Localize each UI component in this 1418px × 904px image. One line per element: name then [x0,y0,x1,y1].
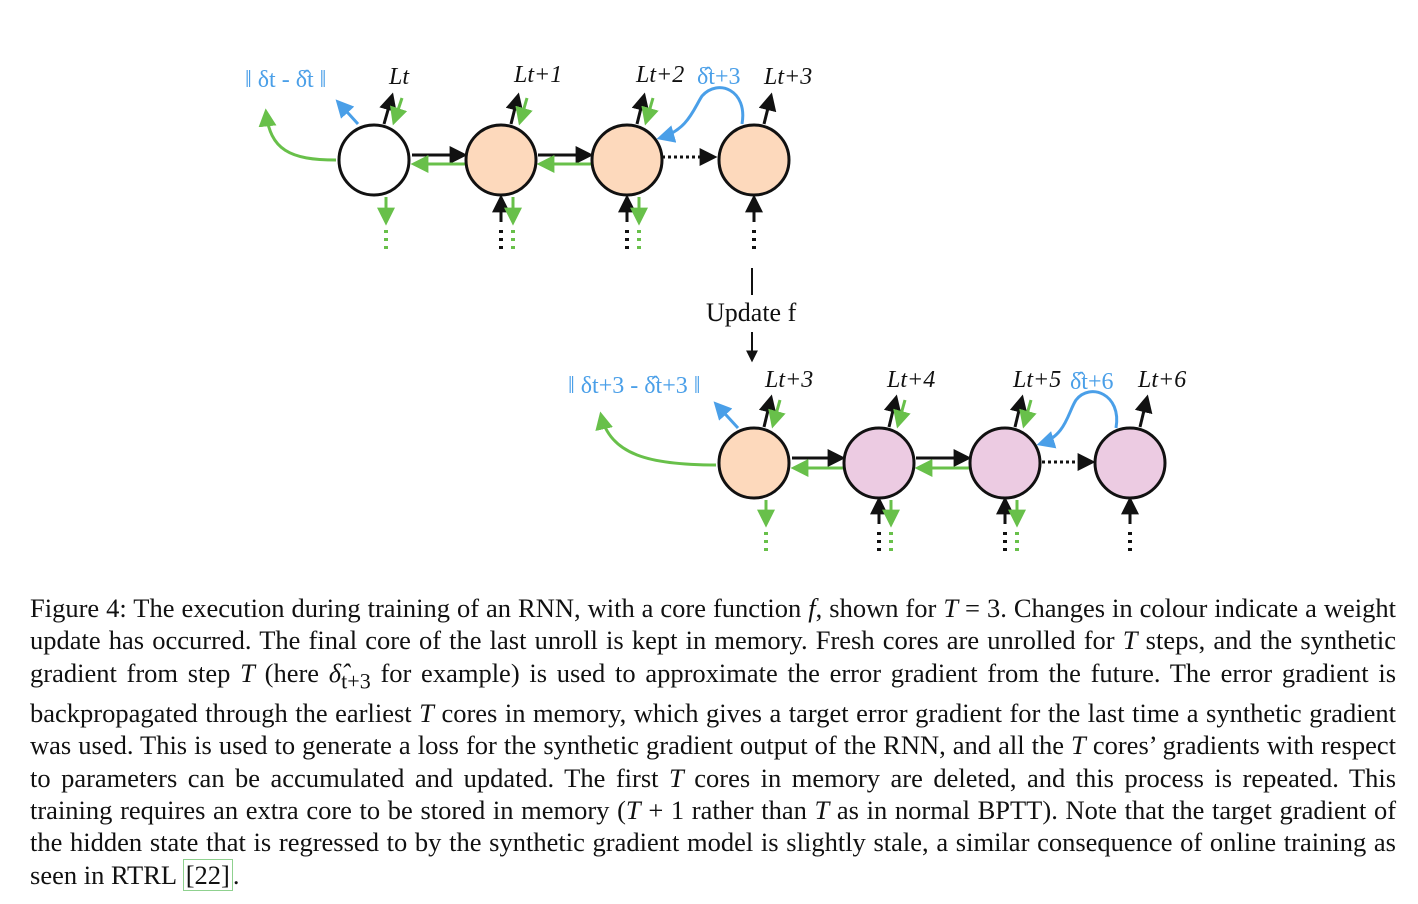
caption-text-1: The execution during training of an RNN,… [133,593,802,623]
top-loss-arrow-3 [631,92,650,125]
caption-text-8: cores’ gradients with respect to paramet… [30,730,1397,793]
top-loss-Lt2: Lt+2 [635,62,684,88]
figure-caption: Figure 4: The execution during training … [30,592,1396,891]
caption-delta: δ̂ [328,657,342,688]
top-synthetic-loop [656,86,745,143]
caption-T: T [814,795,830,826]
caption-text-7: cores in memory, which gives a target er… [30,698,1397,761]
bottom-loss-Lt5: Lt+5 [1012,367,1061,393]
top-loss-label: ‖ δt - δ̂t ‖ [245,67,326,93]
caption-delta-sub: t+3 [341,667,371,693]
bottom-core-3 [968,426,1042,500]
citation-link[interactable]: [22] [182,858,233,891]
top-core-2 [464,123,538,197]
bottom-gradient-curve [595,411,717,467]
caption-T: T [419,698,434,729]
caption-text-2: , shown for [815,593,937,623]
bottom-loss-arrow-2 [883,394,902,428]
caption-T: T [1122,625,1138,656]
caption-T: T [669,762,684,793]
caption-T: T [1071,730,1086,761]
top-core-4 [717,123,791,197]
bottom-synthetic-label: δ̂t+6 [1070,369,1114,395]
top-loss-Lt: Lt [388,64,410,90]
caption-f: f [808,593,816,623]
caption-text-3: = 3. Changes in colour indicate a weight… [30,593,1397,656]
top-loss-Lt3: Lt+3 [763,64,812,90]
caption-T: T [943,593,959,623]
bottom-core-1 [717,426,791,500]
top-loss-grad-1 [390,97,408,126]
caption-text-4: steps, and the synthetic gradient from s… [30,625,1396,688]
top-loss-arrow-1 [379,92,397,125]
caption-text-12: . [232,859,240,890]
caption-T: T [240,657,255,688]
top-loss-grad-2 [515,97,533,126]
bottom-loss-arrow-1 [758,394,777,428]
update-step: Update f [706,268,797,363]
bottom-loss-Lt6: Lt+6 [1137,367,1186,393]
bottom-synthetic-arrow [713,401,740,430]
bottom-loss-arrow-3 [1009,394,1028,428]
caption-text-9: cores in memory are deleted, and this pr… [30,762,1397,826]
top-gradient-curve [258,108,337,162]
bottom-core-4 [1093,426,1167,500]
caption-text-11: as in normal BPTT). Note that the target… [30,795,1397,890]
update-label: Update f [706,298,797,327]
top-core-1 [337,123,411,197]
top-synthetic-arrow [335,99,360,126]
bottom-loss-grad-2 [893,399,911,429]
bottom-unroll: ‖ δt+3 - δ̂t+3 ‖ Lt+3 Lt+4 Lt+5 δ̂t+6 Lt… [568,367,1186,554]
top-loss-arrow-4 [758,92,777,125]
bottom-loss-grad-3 [1019,399,1037,429]
top-synthetic-label: δ̂t+3 [697,64,741,90]
bottom-loss-Lt4: Lt+4 [886,367,935,393]
top-loss-Lt1: Lt+1 [513,62,562,88]
bottom-loss-grad-1 [768,399,786,429]
bottom-synthetic-loop [1036,390,1119,449]
caption-label: Figure 4: [30,593,127,623]
caption-text-6: for example) is used to approximate the … [30,657,1397,729]
bottom-core-2 [842,426,916,500]
caption-text-5: (here [264,657,320,688]
top-loss-grad-3 [641,97,659,126]
top-unroll: ‖ δt - δ̂t ‖ Lt Lt+1 Lt+2 δ̂t+3 Lt+3 [245,62,812,252]
top-core-3 [590,123,664,197]
bottom-loss-arrow-4 [1134,394,1153,428]
bottom-loss-Lt3: Lt+3 [764,367,813,393]
top-loss-arrow-2 [505,92,524,125]
caption-T: T [625,795,641,826]
caption-text-10: + 1 rather than [648,795,807,826]
bottom-loss-label: ‖ δt+3 - δ̂t+3 ‖ [568,373,701,399]
rnn-execution-diagram: ‖ δt - δ̂t ‖ Lt Lt+1 Lt+2 δ̂t+3 Lt+3 [245,62,1186,554]
